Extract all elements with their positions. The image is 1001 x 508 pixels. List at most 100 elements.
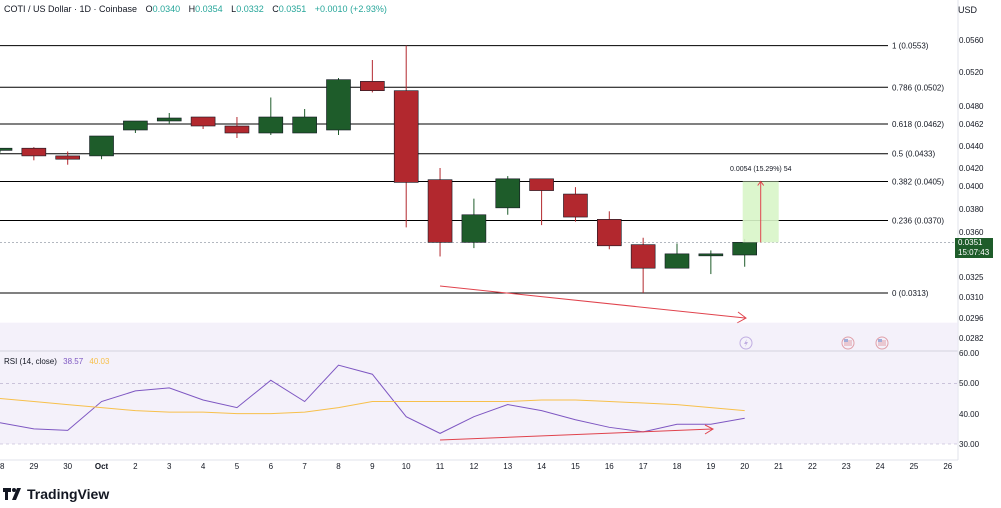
- time-axis-tick: 19: [706, 462, 715, 471]
- candle-body: [360, 81, 385, 91]
- price-axis-tick: 0.0520: [959, 68, 984, 77]
- fib-level-label: 0.382 (0.0405): [892, 178, 944, 187]
- price-axis-tick: 0.0325: [959, 273, 984, 282]
- low-label: L: [231, 4, 237, 14]
- candle-body: [123, 120, 148, 131]
- candle-body: [563, 193, 588, 218]
- fib-level-label: 0.618 (0.0462): [892, 120, 944, 129]
- candle-body: [427, 179, 453, 243]
- price-axis-tick: 0.0310: [959, 293, 984, 302]
- fib-level-label: 0.5 (0.0433): [892, 150, 935, 159]
- price-axis-tick: 0.0440: [959, 142, 984, 151]
- time-axis-tick: 4: [201, 462, 206, 471]
- rsi-axis-tick: 50.00: [959, 379, 980, 388]
- time-axis-tick: 2: [133, 462, 138, 471]
- low-value: 0.0332: [236, 4, 264, 14]
- fib-level-label: 0.236 (0.0370): [892, 217, 944, 226]
- time-axis-tick: 23: [842, 462, 851, 471]
- candle-body: [495, 178, 521, 209]
- rsi-ma-value: 40.03: [89, 357, 110, 366]
- candle-body: [732, 242, 758, 256]
- symbol-header: COTI / US Dollar · 1D · Coinbase O0.0340…: [4, 4, 393, 14]
- symbol-name: COTI / US Dollar · 1D · Coinbase: [4, 4, 138, 14]
- candle-body: [664, 253, 690, 269]
- price-axis-tick: 0.0462: [959, 120, 984, 129]
- price-axis-tick: 0.0360: [959, 228, 984, 237]
- time-axis-tick: 21: [774, 462, 783, 471]
- candle-body: [89, 135, 114, 157]
- time-axis-tick: 25: [909, 462, 918, 471]
- time-axis-tick: 22: [808, 462, 817, 471]
- tradingview-logo-text: TradingView: [27, 486, 110, 502]
- candle-body: [258, 116, 284, 134]
- measure-label: 0.0054 (15.29%) 54: [730, 166, 792, 173]
- current-price-tag: 0.0351 15:07:43: [955, 238, 993, 258]
- candle-body: [190, 116, 216, 127]
- time-axis-tick: 10: [402, 462, 411, 471]
- high-value: 0.0354: [195, 4, 223, 14]
- high-label: H: [188, 4, 196, 14]
- rsi-trend-arrowhead: [704, 424, 715, 435]
- time-axis-tick: 24: [876, 462, 885, 471]
- fib-level-label: 0 (0.0313): [892, 289, 929, 298]
- tradingview-logo[interactable]: TradingView: [3, 484, 109, 504]
- fib-level-label: 0.786 (0.0502): [892, 83, 944, 92]
- time-axis-tick: 5: [235, 462, 240, 471]
- ohlc-low: L0.0332: [231, 4, 264, 14]
- time-axis-tick: Oct: [95, 462, 109, 471]
- price-trend-arrowhead: [736, 311, 747, 324]
- time-axis-tick: 12: [469, 462, 478, 471]
- measure-arrowhead: [757, 180, 765, 186]
- candle-body: [461, 214, 487, 243]
- candle-body: [224, 125, 250, 134]
- close-value: 0.0351: [278, 4, 307, 14]
- time-axis-tick: 14: [537, 462, 546, 471]
- candle-body: [21, 147, 47, 157]
- price-axis-tick: 0.0400: [959, 182, 984, 191]
- candle-body: [698, 253, 724, 257]
- rsi-line: [0, 364, 745, 434]
- candle-body: [55, 155, 81, 160]
- time-axis-tick: 13: [503, 462, 512, 471]
- candle-body: [0, 147, 13, 151]
- time-axis-tick: 17: [639, 462, 648, 471]
- candle-body: [156, 117, 182, 122]
- change-value: +0.0010 (+2.93%): [314, 4, 387, 14]
- ohlc-close: C0.0351: [272, 4, 306, 14]
- price-axis-tick: 0.0480: [959, 102, 984, 111]
- open-label: O: [145, 4, 153, 14]
- time-axis-tick: 15: [571, 462, 580, 471]
- rsi-ma-line: [0, 398, 745, 415]
- time-axis-tick: 30: [63, 462, 72, 471]
- ohlc-high: H0.0354: [189, 4, 223, 14]
- time-axis-tick: 7: [302, 462, 307, 471]
- candle-body: [326, 79, 351, 131]
- candle-body: [630, 244, 656, 269]
- rsi-title: RSI (14, close): [4, 357, 57, 366]
- time-axis-tick: 11: [436, 462, 445, 471]
- time-axis-tick: 18: [673, 462, 682, 471]
- candle-body: [529, 178, 554, 191]
- candle-body: [596, 219, 622, 247]
- time-axis-tick: 8: [336, 462, 341, 471]
- rsi-axis-tick: 30.00: [959, 440, 980, 449]
- time-axis-tick: 29: [29, 462, 38, 471]
- time-axis-tick: 9: [370, 462, 375, 471]
- rsi-legend: RSI (14, close) 38.57 40.03: [4, 357, 109, 366]
- open-value: 0.0340: [152, 4, 181, 14]
- close-label: C: [272, 4, 279, 14]
- current-price: 0.0351: [958, 238, 983, 247]
- currency-label[interactable]: USD: [957, 5, 977, 15]
- price-axis-tick: 0.0420: [959, 164, 984, 173]
- bar-countdown: 15:07:43: [958, 248, 990, 257]
- rsi-axis-tick: 40.00: [959, 410, 980, 419]
- fib-level-label: 1 (0.0553): [892, 42, 929, 51]
- price-trend-arrow: [439, 285, 746, 319]
- time-axis-tick: 28: [0, 462, 5, 471]
- tradingview-logo-icon: [3, 488, 21, 500]
- price-axis-tick: 0.0296: [959, 314, 984, 323]
- rsi-axis-tick: 60.00: [959, 349, 980, 358]
- time-axis-tick: 20: [740, 462, 749, 471]
- time-axis-tick: 3: [167, 462, 172, 471]
